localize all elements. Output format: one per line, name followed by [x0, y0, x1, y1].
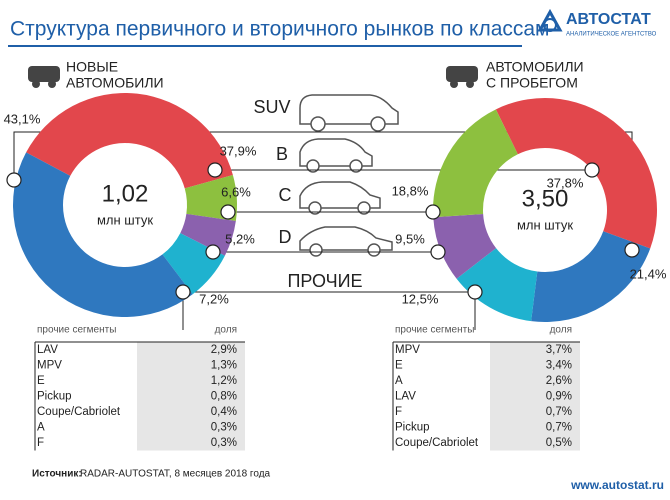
connector-dot — [220, 204, 236, 220]
section-icons — [28, 66, 478, 88]
source-label: Источник: — [32, 469, 82, 480]
table-cell: 0,3% — [211, 421, 237, 433]
value-label: 18,8% — [392, 183, 429, 198]
category-label: ПРОЧИЕ — [287, 271, 362, 291]
table-cell: Pickup — [37, 390, 72, 402]
connector-dot — [584, 162, 600, 178]
table-cell: MPV — [37, 359, 62, 371]
value-label: 37,9% — [220, 143, 257, 158]
table-cell: LAV — [395, 390, 416, 402]
donut-segment — [26, 93, 233, 189]
donut-segment — [531, 231, 651, 323]
value-label: 9,5% — [395, 231, 425, 246]
shade-column — [490, 342, 580, 451]
table-cell: F — [395, 406, 402, 418]
logo-subtitle: АНАЛИТИЧЕСКОЕ АГЕНТСТВО — [566, 32, 657, 38]
center-unit: млн штук — [517, 217, 573, 232]
table-cell: Pickup — [395, 421, 430, 433]
donut-segment — [433, 213, 497, 279]
donut-segment — [456, 248, 538, 322]
value-label: 6,6% — [221, 184, 251, 199]
center-value: 1,02 — [102, 180, 149, 207]
connector-dot — [624, 242, 640, 258]
url[interactable]: www.autostat.ru — [570, 478, 664, 492]
table-header: прочие сегменты — [395, 325, 474, 336]
table-header: доля — [550, 325, 572, 336]
value-label: 43,1% — [4, 111, 41, 126]
table-cell: Coupe/Cabriolet — [395, 437, 479, 449]
center-unit: млн штук — [97, 212, 153, 227]
table-cell: 0,3% — [211, 437, 237, 449]
table-cell: 1,3% — [211, 359, 237, 371]
category-label: D — [279, 227, 292, 247]
table-cell: Coupe/Cabriolet — [37, 406, 121, 418]
source: RADAR-AUTOSTAT, 8 месяцев 2018 года — [80, 469, 271, 480]
panel-title: АВТОМОБИЛИ — [486, 59, 584, 75]
donut-segment — [433, 109, 518, 218]
car-icons — [299, 94, 399, 257]
table-cell: E — [37, 375, 45, 387]
footer-bar — [0, 478, 670, 500]
logo-icon — [537, 8, 563, 32]
connector-dot — [467, 284, 483, 300]
table-cell: 0,7% — [546, 406, 572, 418]
panel-title: АВТОМОБИЛИ — [66, 75, 164, 91]
value-label: 12,5% — [402, 291, 439, 306]
shade-column — [137, 342, 245, 451]
connector-dot — [425, 204, 441, 220]
table-cell: 3,4% — [546, 359, 572, 371]
table-cell: 0,7% — [546, 421, 572, 433]
category-label: SUV — [253, 97, 290, 117]
table-cell: 1,2% — [211, 375, 237, 387]
connector-dot — [207, 162, 223, 178]
table-cell: F — [37, 437, 44, 449]
panel-title: С ПРОБЕГОМ — [486, 75, 578, 91]
logo: АВТОСТАТ — [566, 11, 651, 28]
table-cell: 0,5% — [546, 437, 572, 449]
center-value: 3,50 — [522, 185, 569, 212]
value-label: 5,2% — [225, 231, 255, 246]
table-cell: 0,8% — [211, 390, 237, 402]
table-cell: MPV — [395, 344, 420, 356]
value-label: 37,8% — [547, 175, 584, 190]
table-cell: LAV — [37, 344, 58, 356]
connector-dot — [6, 172, 22, 188]
donut-segment — [180, 213, 236, 256]
category-label: B — [276, 144, 288, 164]
table-header: прочие сегменты — [37, 325, 116, 336]
table-header: доля — [215, 325, 237, 336]
table-cell: A — [395, 375, 403, 387]
value-label: 21,4% — [630, 266, 667, 281]
connector-dot — [205, 244, 221, 260]
table-cell: E — [395, 359, 403, 371]
value-label: 7,2% — [199, 291, 229, 306]
connector-dot — [430, 244, 446, 260]
table-cell: A — [37, 421, 45, 433]
connector-dot — [175, 284, 191, 300]
table-cell: 3,7% — [546, 344, 572, 356]
connector — [182, 291, 476, 330]
donut-segment — [13, 152, 193, 318]
donut-segment — [495, 98, 657, 249]
table-cell: 0,4% — [211, 406, 237, 418]
title: Структура первичного и вторичного рынков… — [10, 18, 550, 41]
table-cell: 2,6% — [546, 375, 572, 387]
panel-title: НОВЫЕ — [66, 59, 118, 75]
table-cell: 2,9% — [211, 344, 237, 356]
table-cell: 0,9% — [546, 390, 572, 402]
category-label: C — [279, 185, 292, 205]
